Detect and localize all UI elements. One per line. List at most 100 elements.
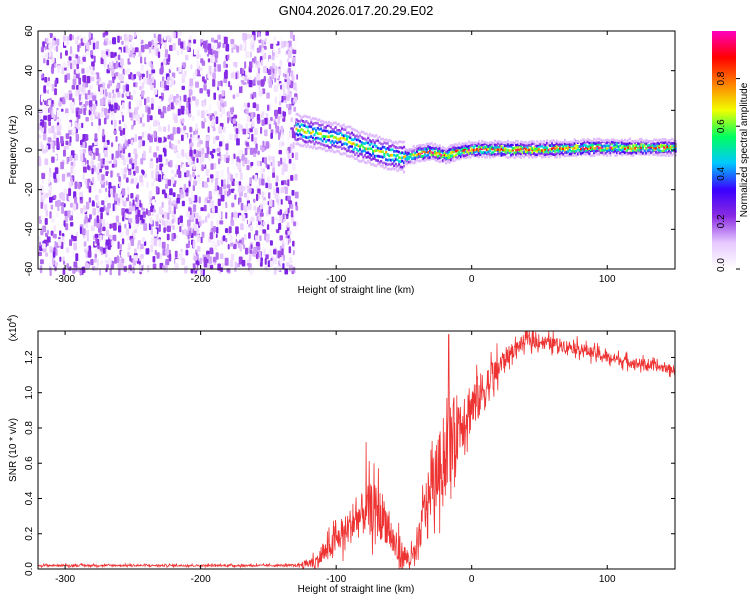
- heatmap-cell: [493, 153, 497, 156]
- heatmap-cell: [385, 148, 388, 151]
- heatmap-cell: [180, 48, 183, 55]
- heatmap-cell: [281, 248, 284, 256]
- heatmap-cell: [47, 77, 50, 82]
- heatmap-cell: [448, 161, 451, 164]
- heatmap-cell: [222, 42, 225, 49]
- heatmap-cell: [149, 61, 152, 67]
- heatmap-cell: [147, 210, 151, 216]
- heatmap-cell: [93, 103, 97, 110]
- heatmap-cell: [131, 163, 135, 170]
- heatmap-cell: [560, 153, 563, 156]
- heatmap-cell: [131, 124, 134, 130]
- heatmap-cell: [279, 209, 283, 215]
- heatmap-cell: [658, 150, 661, 154]
- heatmap-cell: [419, 159, 422, 163]
- heatmap-cell: [77, 123, 82, 131]
- heatmap-cell: [115, 88, 120, 93]
- heatmap-cell: [412, 156, 415, 160]
- heatmap-cell: [44, 192, 49, 198]
- heatmap-cell: [121, 258, 125, 264]
- heatmap-cell: [240, 67, 243, 75]
- heatmap-cell: [109, 223, 112, 229]
- heatmap-cell: [230, 242, 234, 247]
- heatmap-cell: [113, 157, 117, 165]
- heatmap-cell: [534, 155, 537, 159]
- heatmap-cell: [96, 215, 99, 223]
- heatmap-cell: [159, 68, 164, 75]
- heatmap-cell: [520, 156, 523, 159]
- heatmap-cell: [464, 142, 467, 145]
- heatmap-cell: [402, 164, 406, 168]
- heatmap-cell: [294, 224, 298, 232]
- heatmap-cell: [281, 63, 284, 71]
- heatmap-cell: [635, 149, 638, 152]
- heatmap-cell: [209, 247, 214, 255]
- heatmap-cell: [493, 139, 497, 143]
- heatmap-cell: [181, 258, 186, 266]
- heatmap-cell: [133, 74, 137, 80]
- heatmap-cell: [267, 176, 270, 184]
- heatmap-cell: [515, 155, 518, 158]
- heatmap-cell: [345, 137, 349, 141]
- heatmap-cell: [554, 147, 557, 151]
- heatmap-cell: [448, 156, 451, 159]
- heatmap-cell: [256, 193, 259, 201]
- heatmap-cell: [111, 142, 114, 148]
- heatmap-cell: [546, 139, 549, 143]
- heatmap-cell: [259, 113, 263, 119]
- heatmap-cell: [72, 78, 77, 86]
- heatmap-cell: [560, 151, 563, 155]
- heatmap-cell: [533, 140, 536, 144]
- heatmap-cell: [635, 139, 638, 143]
- heatmap-cell: [308, 115, 311, 119]
- heatmap-cell: [646, 151, 649, 155]
- heatmap-cell: [137, 240, 142, 246]
- heatmap-cell: [526, 142, 529, 145]
- heatmap-cell: [124, 223, 127, 229]
- heatmap-cell: [260, 79, 265, 87]
- heatmap-cell: [552, 153, 555, 156]
- heatmap-cell: [524, 144, 527, 147]
- heatmap-cell: [54, 80, 57, 88]
- heatmap-cell: [520, 152, 523, 156]
- heatmap-cell: [375, 154, 378, 158]
- heatmap-cell: [49, 196, 53, 203]
- heatmap-cell: [200, 58, 204, 64]
- heatmap-cell: [189, 169, 192, 176]
- heatmap-cell: [274, 69, 277, 78]
- heatmap-cell: [402, 155, 406, 159]
- heatmap-cell: [198, 215, 202, 222]
- heatmap-cell: [117, 35, 120, 43]
- heatmap-cell: [278, 76, 281, 81]
- heatmap-cell: [96, 80, 100, 85]
- colorbar-tick-label: 0.0: [716, 258, 727, 272]
- heatmap-cell: [281, 95, 284, 103]
- heatmap-cell: [219, 141, 223, 147]
- heatmap-cell: [344, 128, 347, 132]
- heatmap-cell: [656, 151, 659, 155]
- heatmap-cell: [197, 70, 202, 77]
- heatmap-cell: [165, 158, 169, 166]
- heatmap-cell: [63, 35, 66, 43]
- heatmap-cell: [225, 157, 230, 164]
- heatmap-cell: [365, 138, 368, 142]
- heatmap-cell: [562, 141, 565, 144]
- heatmap-cell: [63, 169, 67, 174]
- heatmap-cell: [482, 146, 485, 149]
- heatmap-cell: [573, 146, 576, 150]
- heatmap-cell: [97, 123, 100, 132]
- y-tick-label: -40: [24, 222, 35, 237]
- heatmap-cell: [155, 220, 159, 227]
- heatmap-cell: [394, 162, 397, 166]
- heatmap-cell: [336, 129, 339, 132]
- heatmap-cell: [378, 160, 381, 164]
- heatmap-cell: [268, 248, 273, 257]
- heatmap-cell: [140, 243, 144, 250]
- heatmap-cell: [471, 152, 474, 156]
- heatmap-cell: [313, 133, 316, 137]
- heatmap-cell: [472, 146, 475, 149]
- heatmap-cell: [334, 150, 337, 154]
- heatmap-cell: [294, 35, 298, 44]
- heatmap-cell: [287, 154, 291, 160]
